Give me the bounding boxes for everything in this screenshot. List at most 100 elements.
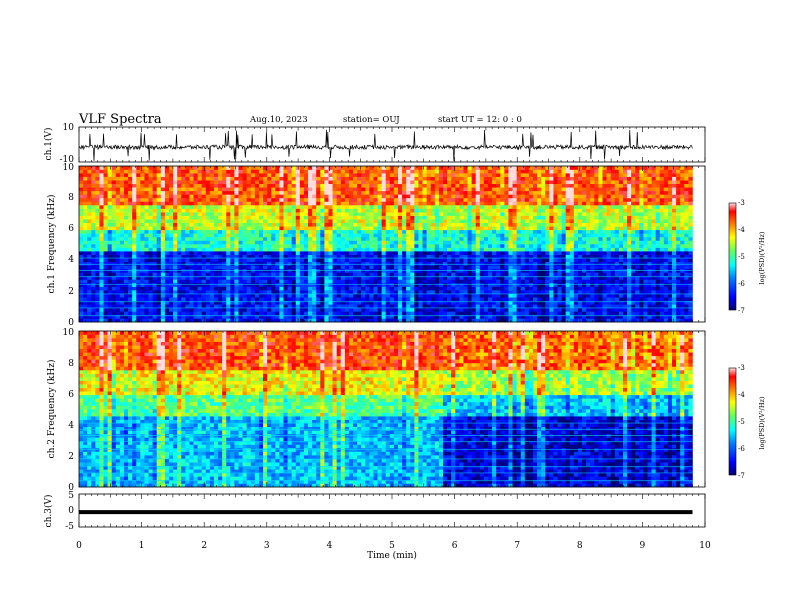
spectrogram-cell [393,304,399,309]
spectrogram-cell [275,194,280,199]
spectrogram-cell [500,240,505,245]
spectrogram-cell [136,180,141,185]
spectrogram-cell [230,286,235,291]
spectrogram-cell [381,201,387,206]
spectrogram-cell [111,275,117,280]
spectrogram-cell [373,244,378,248]
spectrogram-cell [83,222,88,227]
spectrogram-cell [275,212,280,216]
spectrogram-cell [119,190,125,195]
spectrogram-cell [508,205,513,209]
spectrogram-cell [209,286,215,291]
spectrogram-cell [267,286,272,291]
spectrogram-cell [79,314,84,319]
spectrogram-cell [357,293,362,298]
spectrogram-cell [512,272,517,277]
spectrogram-cell [238,293,243,298]
spectrogram-cell [508,183,513,188]
spectrogram-cell [496,169,501,174]
spectrogram-cell [348,219,354,224]
spectrogram-cell [455,169,460,174]
spectrogram-cell [279,205,284,209]
spectrogram-cell [177,307,182,312]
spectrogram-cell [193,201,198,206]
spectrogram-cell [201,258,207,263]
spectrogram-cell [271,318,276,323]
spectrogram-cell [218,180,223,185]
spectrogram-cell [332,187,337,192]
spectrogram-cell [164,297,170,302]
spectrogram-cell [181,194,186,199]
spectrogram-cell [308,173,313,177]
spectrogram-cell [312,272,317,277]
spectrogram-cell [312,169,317,174]
spectrogram-cell [410,215,415,220]
spectrogram-cell [164,283,170,287]
spectrogram-cell [422,279,427,284]
spectrogram-cell [369,307,374,312]
spectrogram-cell [246,261,252,266]
spectrogram-cell [344,176,350,181]
spectrogram-cell [291,286,297,291]
spectrogram-cell [177,215,182,220]
spectrogram-cell [426,222,432,227]
spectrogram-cell [119,314,125,319]
spectrogram-cell [299,251,305,255]
spectrogram-cell [455,183,460,188]
spectrogram-cell [406,258,411,263]
spectrogram-cell [209,194,215,199]
spectrogram-cell [144,272,149,277]
spectrogram-cell [508,297,513,302]
spectrogram-cell [316,187,321,192]
spectrogram-cell [328,169,333,174]
spectrogram-cell [348,272,354,277]
spectrogram-cell [414,258,419,263]
spectrogram-cell [83,180,88,185]
spectrogram-cell [393,229,399,234]
spectrogram-cell [455,247,460,252]
ch1-spectrogram-panel: 0 2 4 6 8 10 ch.1 Frequency (kHz) -3 -4 … [46,163,766,328]
spectrogram-cell [459,265,464,270]
spectrogram-cell [361,219,366,224]
spectrogram-cell [181,304,186,309]
spectrogram-cell [348,226,354,231]
spectrogram-cell [492,212,497,216]
spectrogram-cell [177,169,182,174]
spectrogram-cell [479,229,485,234]
spectrogram-cell [258,244,264,248]
spectrogram-cell [242,275,247,280]
spectrogram-cell [492,240,497,245]
spectrogram-cell [189,240,194,245]
spectrogram-cell [312,233,317,238]
spectrogram-cell [426,201,432,206]
spectrogram-cell [504,205,509,209]
spectrogram-cell [250,166,256,170]
spectrogram-cell [422,300,427,305]
spectrogram-cell [492,190,497,195]
spectrogram-cell [111,244,117,248]
spectrogram-cell [173,290,178,294]
spectrogram-cell [287,222,292,227]
spectrogram-cell [373,318,378,323]
spectrogram-cell [385,311,391,316]
spectrogram-cell [136,190,141,195]
spectrogram-cell [389,187,395,192]
spectrogram-cell [258,222,264,227]
spectrogram-cell [324,265,329,270]
spectrogram-cell [148,261,153,266]
spectrogram-cell [132,240,137,245]
spectrogram-cell [103,229,108,234]
spectrogram-cell [173,190,178,195]
spectrogram-cell [271,314,276,319]
spectrogram-cell [496,212,501,216]
spectrogram-cell [410,197,415,202]
spectrogram-cell [303,258,309,263]
spectrogram-cell [328,275,333,280]
spectrogram-cell [504,169,509,174]
spectrogram-cell [152,247,158,252]
spectrogram-cell [287,300,292,305]
spectrogram-cell [303,205,309,209]
spectrogram-cell [91,251,96,255]
spectrogram-cell [238,201,243,206]
spectrogram-cell [263,208,268,213]
